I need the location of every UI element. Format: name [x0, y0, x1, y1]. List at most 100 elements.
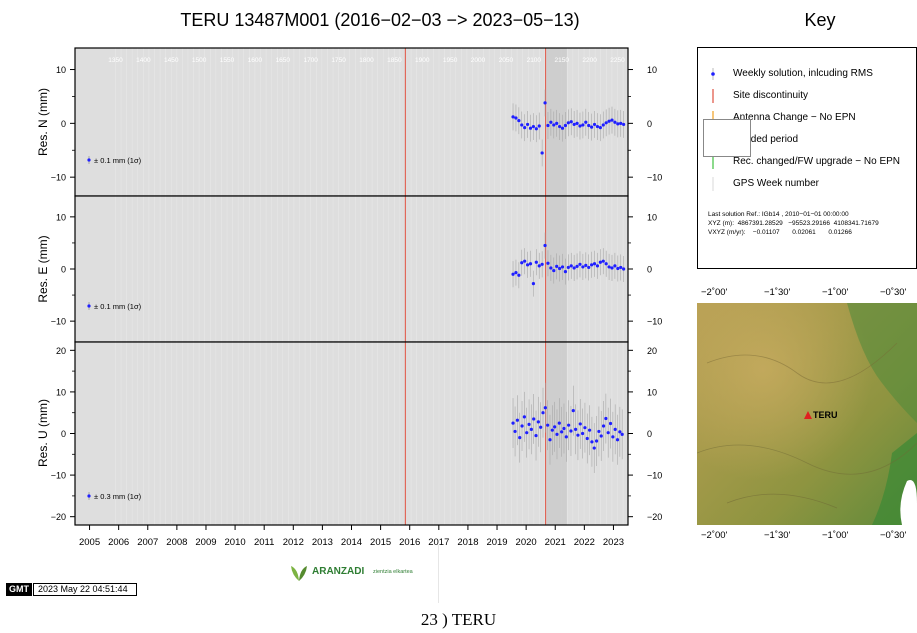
- data-point: [616, 122, 620, 126]
- y-tick-label: 0: [61, 119, 66, 129]
- data-point: [583, 426, 587, 430]
- data-point: [592, 122, 597, 127]
- data-point: [552, 268, 556, 273]
- data-point: [557, 421, 561, 425]
- key-label: Site discontinuity: [733, 90, 809, 101]
- timestamp: 2023 May 22 04:51:44: [33, 583, 137, 596]
- gps-week-label: 1650: [276, 57, 291, 64]
- y-tick-label-right: 0: [647, 429, 652, 439]
- data-point: [574, 427, 578, 431]
- y-tick-label-right: 10: [647, 212, 657, 222]
- data-point: [618, 430, 622, 434]
- y-tick-label-right: 0: [647, 119, 652, 129]
- data-point: [515, 418, 520, 422]
- map-tick-top: −0˚30': [880, 287, 907, 298]
- map-tick-bottom: −1˚30': [764, 530, 791, 541]
- data-point: [569, 120, 573, 124]
- key-label: Antenna Change − No EPN: [733, 112, 856, 123]
- solution-xyz: XYZ (m): 4867391.28529 −95523.29166 4108…: [708, 220, 879, 227]
- data-point: [616, 266, 620, 271]
- data-point: [595, 124, 600, 129]
- data-point: [546, 423, 550, 427]
- y-tick-label-right: 10: [647, 65, 657, 75]
- gps-week-label: 1800: [359, 57, 374, 64]
- data-point: [566, 265, 570, 270]
- data-point: [511, 115, 515, 119]
- data-point: [563, 270, 568, 274]
- data-point: [590, 125, 594, 129]
- excluded-period-swatch: [703, 119, 751, 157]
- data-point: [527, 422, 531, 426]
- data-point: [601, 259, 605, 263]
- data-point: [520, 123, 524, 127]
- y-tick-label-right: −10: [647, 471, 662, 481]
- data-point: [543, 101, 547, 105]
- data-point: [598, 126, 602, 130]
- data-point: [528, 262, 533, 266]
- data-point: [572, 122, 576, 127]
- x-tick-label: 2005: [79, 537, 100, 548]
- data-point: [611, 435, 615, 439]
- x-tick-label: 2016: [399, 537, 420, 548]
- data-point: [607, 119, 611, 123]
- data-point: [575, 264, 579, 268]
- data-point: [580, 431, 585, 436]
- data-point: [514, 271, 518, 275]
- data-point: [523, 259, 527, 263]
- data-point: [584, 120, 588, 124]
- y-tick-label-right: 20: [647, 346, 657, 356]
- gps-week-label: 1900: [415, 57, 430, 64]
- data-point: [578, 124, 582, 128]
- x-tick-label: 2015: [370, 537, 391, 548]
- grey-line-icon: [712, 177, 714, 191]
- data-point: [523, 126, 527, 130]
- data-point: [594, 439, 599, 443]
- aranzadi-logo: ARANZADI zientzia elkartea: [288, 563, 423, 589]
- data-point: [511, 272, 515, 276]
- data-point: [590, 440, 594, 444]
- y-tick-label-right: 10: [647, 387, 657, 397]
- data-point: [581, 265, 585, 269]
- x-tick-label: 2023: [603, 537, 624, 548]
- plot-panel-background: [75, 48, 628, 196]
- y-axis-label-n: Res. N (mm): [36, 88, 50, 156]
- data-point: [534, 433, 538, 438]
- data-point: [569, 429, 573, 433]
- data-point: [540, 262, 544, 266]
- data-point: [613, 427, 617, 431]
- data-point: [560, 430, 564, 434]
- data-point: [529, 427, 533, 431]
- data-point: [558, 266, 562, 271]
- data-point: [543, 243, 547, 248]
- x-tick-label: 2012: [283, 537, 304, 548]
- data-point: [566, 121, 570, 125]
- gps-week-label: 1700: [303, 57, 318, 64]
- gps-week-label: 1400: [136, 57, 151, 64]
- y-tick-label: −20: [51, 512, 66, 522]
- data-point: [541, 411, 545, 415]
- data-point: [575, 121, 579, 125]
- data-point: [540, 151, 544, 155]
- data-point: [513, 429, 517, 434]
- data-point: [528, 126, 533, 130]
- data-point: [525, 122, 530, 127]
- data-point: [597, 429, 601, 434]
- map-tick-top: −2˚00': [701, 287, 728, 298]
- data-point: [534, 127, 538, 131]
- scale-label: ± 0.3 mm (1σ): [94, 492, 142, 501]
- data-point: [601, 424, 606, 428]
- gps-week-label: 2100: [527, 57, 542, 64]
- plot-panel-background: [75, 196, 628, 342]
- data-point: [560, 265, 565, 269]
- data-point: [604, 262, 608, 266]
- data-point: [549, 120, 553, 124]
- y-tick-label-right: −10: [647, 317, 662, 327]
- data-point: [622, 122, 626, 127]
- y-tick-label: 10: [56, 387, 66, 397]
- data-point: [598, 260, 602, 264]
- data-point: [560, 126, 565, 130]
- red-line-icon: [712, 89, 714, 103]
- leaf-icon: [291, 566, 307, 581]
- x-tick-label: 2007: [137, 537, 158, 548]
